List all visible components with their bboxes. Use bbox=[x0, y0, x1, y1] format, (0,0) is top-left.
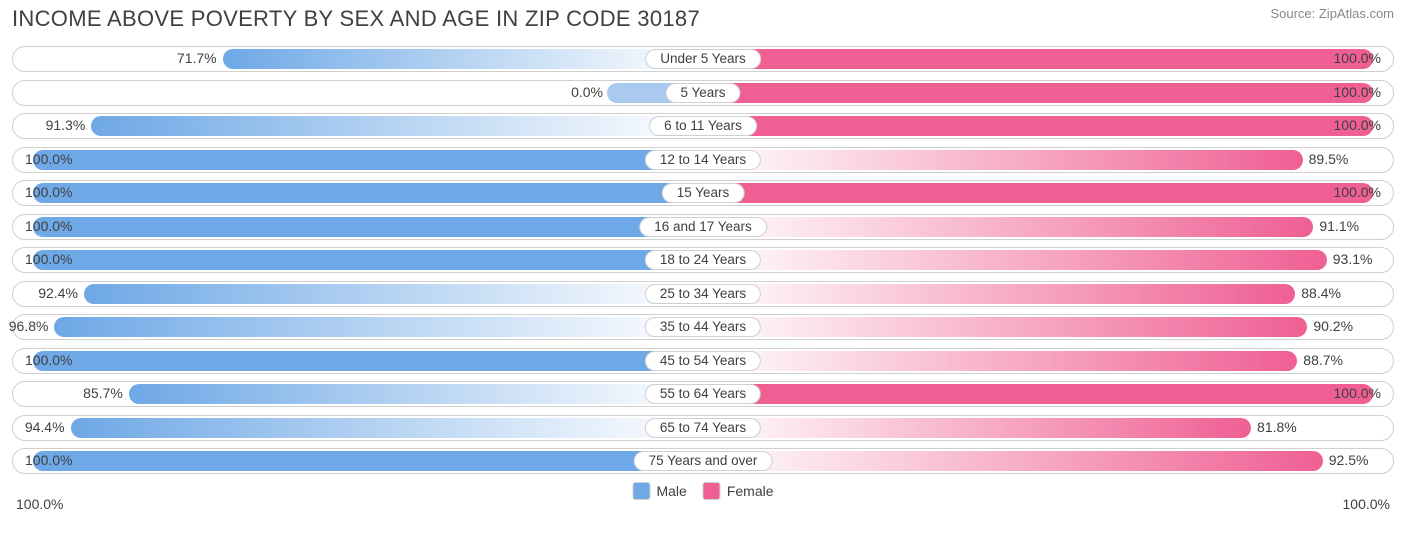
category-label: 75 Years and over bbox=[634, 451, 773, 471]
male-value: 0.0% bbox=[571, 84, 603, 100]
male-bar bbox=[33, 351, 703, 371]
chart-row: 96.8% 90.2% 35 to 44 Years bbox=[12, 314, 1394, 340]
swatch-female bbox=[703, 482, 721, 500]
chart-row: 100.0% 88.7% 45 to 54 Years bbox=[12, 348, 1394, 374]
female-bar bbox=[703, 250, 1327, 270]
category-label: 45 to 54 Years bbox=[645, 351, 761, 371]
male-value: 71.7% bbox=[177, 50, 217, 66]
female-value: 81.8% bbox=[1257, 419, 1297, 435]
male-value: 91.3% bbox=[46, 117, 86, 133]
female-bar bbox=[703, 83, 1373, 103]
female-value: 89.5% bbox=[1309, 151, 1349, 167]
legend-male: Male bbox=[632, 482, 686, 500]
female-bar bbox=[703, 384, 1373, 404]
female-bar bbox=[703, 284, 1295, 304]
chart-row: 100.0% 89.5% 12 to 14 Years bbox=[12, 147, 1394, 173]
axis-label-left: 100.0% bbox=[16, 496, 63, 512]
legend-female-label: Female bbox=[727, 483, 774, 499]
female-value: 100.0% bbox=[1334, 117, 1381, 133]
female-value: 100.0% bbox=[1334, 84, 1381, 100]
male-value: 94.4% bbox=[25, 419, 65, 435]
male-bar bbox=[71, 418, 703, 438]
female-value: 91.1% bbox=[1319, 218, 1359, 234]
female-value: 90.2% bbox=[1313, 318, 1353, 334]
legend-male-label: Male bbox=[656, 483, 686, 499]
male-bar bbox=[33, 451, 703, 471]
male-bar bbox=[129, 384, 703, 404]
category-label: 12 to 14 Years bbox=[645, 150, 761, 170]
male-value: 96.8% bbox=[9, 318, 49, 334]
male-value: 100.0% bbox=[25, 218, 72, 234]
male-value: 100.0% bbox=[25, 151, 72, 167]
female-bar bbox=[703, 49, 1373, 69]
axis-label-right: 100.0% bbox=[1343, 496, 1390, 512]
male-bar bbox=[54, 317, 703, 337]
chart-row: 100.0% 93.1% 18 to 24 Years bbox=[12, 247, 1394, 273]
female-bar bbox=[703, 217, 1313, 237]
category-label: 25 to 34 Years bbox=[645, 284, 761, 304]
chart-row: 91.3% 100.0% 6 to 11 Years bbox=[12, 113, 1394, 139]
female-value: 88.7% bbox=[1303, 352, 1343, 368]
female-bar bbox=[703, 116, 1373, 136]
male-value: 100.0% bbox=[25, 452, 72, 468]
male-value: 92.4% bbox=[38, 285, 78, 301]
chart-row: 85.7% 100.0% 55 to 64 Years bbox=[12, 381, 1394, 407]
male-bar bbox=[33, 150, 703, 170]
category-label: 15 Years bbox=[662, 183, 745, 203]
chart-source: Source: ZipAtlas.com bbox=[1270, 6, 1394, 21]
female-bar bbox=[703, 351, 1297, 371]
female-value: 93.1% bbox=[1333, 251, 1373, 267]
male-bar bbox=[84, 284, 703, 304]
female-bar bbox=[703, 150, 1303, 170]
male-value: 100.0% bbox=[25, 352, 72, 368]
category-label: 65 to 74 Years bbox=[645, 418, 761, 438]
female-bar bbox=[703, 451, 1323, 471]
category-label: 16 and 17 Years bbox=[639, 217, 767, 237]
male-value: 85.7% bbox=[83, 385, 123, 401]
chart-row: 0.0% 100.0% 5 Years bbox=[12, 80, 1394, 106]
chart-rows: 71.7% 100.0% Under 5 Years 0.0% 100.0% 5 Year… bbox=[12, 46, 1394, 474]
male-value: 100.0% bbox=[25, 184, 72, 200]
female-bar bbox=[703, 418, 1251, 438]
female-value: 100.0% bbox=[1334, 385, 1381, 401]
male-bar bbox=[33, 250, 703, 270]
chart-row: 94.4% 81.8% 65 to 74 Years bbox=[12, 415, 1394, 441]
female-value: 92.5% bbox=[1329, 452, 1369, 468]
legend-female: Female bbox=[703, 482, 774, 500]
female-value: 100.0% bbox=[1334, 184, 1381, 200]
category-label: 18 to 24 Years bbox=[645, 250, 761, 270]
category-label: 5 Years bbox=[665, 83, 740, 103]
chart-row: 100.0% 92.5% 75 Years and over bbox=[12, 448, 1394, 474]
male-value: 100.0% bbox=[25, 251, 72, 267]
chart-row: 71.7% 100.0% Under 5 Years bbox=[12, 46, 1394, 72]
chart-title: INCOME ABOVE POVERTY BY SEX AND AGE IN Z… bbox=[12, 6, 700, 32]
chart-row: 100.0% 100.0% 15 Years bbox=[12, 180, 1394, 206]
male-bar bbox=[33, 217, 703, 237]
female-value: 100.0% bbox=[1334, 50, 1381, 66]
female-value: 88.4% bbox=[1301, 285, 1341, 301]
chart-footer: 100.0% Male Female 100.0% bbox=[12, 482, 1394, 518]
swatch-male bbox=[632, 482, 650, 500]
category-label: 35 to 44 Years bbox=[645, 317, 761, 337]
male-bar bbox=[223, 49, 703, 69]
chart-row: 92.4% 88.4% 25 to 34 Years bbox=[12, 281, 1394, 307]
category-label: Under 5 Years bbox=[645, 49, 761, 69]
category-label: 6 to 11 Years bbox=[649, 116, 757, 136]
male-bar bbox=[33, 183, 703, 203]
male-bar bbox=[91, 116, 703, 136]
female-bar bbox=[703, 317, 1307, 337]
category-label: 55 to 64 Years bbox=[645, 384, 761, 404]
chart-row: 100.0% 91.1% 16 and 17 Years bbox=[12, 214, 1394, 240]
legend: Male Female bbox=[632, 482, 773, 500]
female-bar bbox=[703, 183, 1373, 203]
